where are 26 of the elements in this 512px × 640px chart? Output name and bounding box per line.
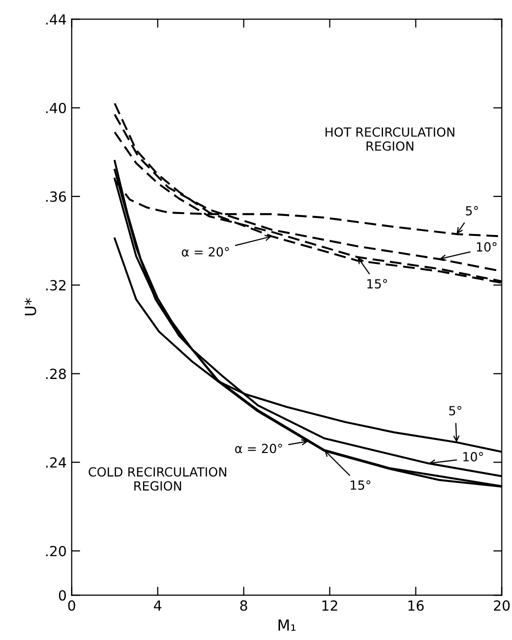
y-tick-label: .20 (46, 546, 66, 556)
annotation: COLD RECIRCULATION REGION (88, 467, 226, 491)
y-tick-label: 0 (58, 590, 66, 601)
annotation: 10° (476, 242, 496, 252)
x-tick-label: 0 (68, 600, 76, 611)
x-tick-label: 20 (494, 600, 510, 611)
annotation: α = 20° (182, 247, 229, 257)
annotation: 15° (367, 279, 387, 289)
y-tick-label: .40 (46, 102, 66, 114)
annotation: 15° (350, 480, 370, 490)
y-tick-label: .32 (46, 280, 66, 291)
annotation: HOT RECIRCULATION REGION (326, 127, 454, 151)
annotation: 5° (466, 206, 478, 216)
y-tick-label: .24 (46, 457, 66, 468)
y-tick-label: .28 (46, 368, 66, 380)
annotation: 10° (463, 452, 483, 462)
x-tick-label: 8 (240, 600, 248, 611)
y-axis-title: U* (24, 298, 36, 316)
x-tick-label: 16 (408, 600, 424, 611)
y-tick-label: .36 (46, 191, 66, 202)
annotation: α = 20° (235, 444, 282, 454)
x-tick-label: 12 (322, 600, 338, 611)
x-axis-title: M₁ (278, 620, 296, 631)
x-tick-label: 4 (154, 600, 162, 611)
y-tick-label: .44 (46, 14, 66, 24)
annotation: 5° (449, 406, 462, 416)
